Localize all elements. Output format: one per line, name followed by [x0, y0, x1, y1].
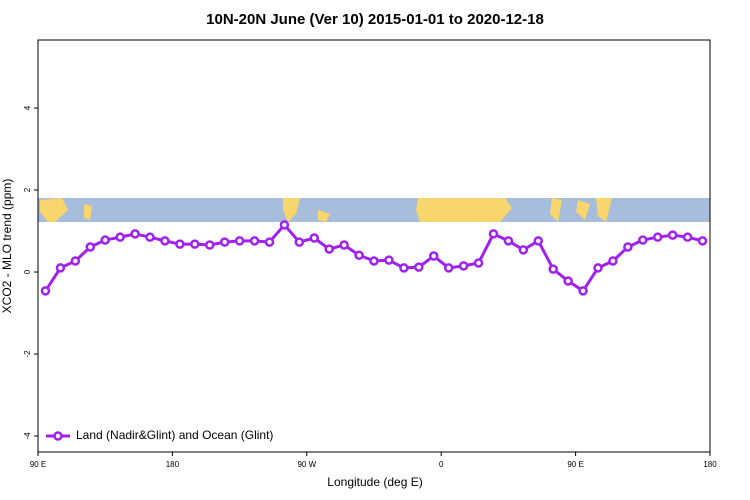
x-tick-label: 180 [166, 460, 180, 469]
data-point [234, 236, 245, 246]
data-point [339, 240, 349, 250]
data-point [399, 263, 409, 273]
data-point [219, 237, 230, 247]
data-point [578, 286, 588, 296]
data-point [55, 263, 66, 273]
data-point [458, 261, 469, 271]
data-point [682, 232, 693, 242]
data-point [354, 250, 364, 260]
legend-marker [53, 431, 63, 441]
data-point [190, 239, 200, 249]
data-point [175, 239, 185, 249]
data-point [85, 242, 96, 252]
y-tick-label: -2 [23, 350, 32, 358]
y-tick-label: 2 [23, 187, 32, 192]
x-tick-label: 90 E [30, 460, 46, 469]
data-point [40, 286, 51, 296]
data-point [384, 255, 394, 265]
data-point [160, 236, 170, 246]
x-tick-label: 90 W [297, 460, 316, 469]
plot-frame [37, 39, 711, 453]
data-point [279, 220, 290, 230]
data-point [249, 236, 260, 246]
y-tick-label: 0 [23, 269, 32, 274]
data-point [294, 237, 305, 247]
data-point [608, 256, 618, 266]
x-axis-label: Longitude (deg E) [327, 475, 422, 489]
data-point [428, 251, 439, 261]
data-point [503, 236, 514, 246]
data-point [100, 235, 110, 245]
data-point [324, 244, 334, 254]
data-point [652, 232, 663, 242]
data-point [697, 236, 708, 246]
y-tick-label: 4 [23, 105, 32, 110]
data-point [443, 263, 454, 273]
data-point [369, 256, 379, 266]
data-point [593, 263, 603, 273]
y-axis-label: XCO2 - MLO trend (ppm) [0, 179, 14, 314]
data-point [667, 230, 678, 240]
data-point [488, 229, 499, 239]
data-point [518, 245, 529, 255]
data-point [115, 232, 125, 242]
chart-title: 10N-20N June (Ver 10) 2015-01-01 to 2020… [206, 11, 544, 28]
data-point [204, 240, 215, 250]
data-point [623, 242, 633, 252]
data-point [473, 258, 484, 268]
x-tick-label: 90 E [567, 460, 583, 469]
data-point [309, 233, 320, 243]
data-point [130, 229, 140, 239]
data-point [638, 235, 648, 245]
y-tick-label: -4 [23, 432, 32, 440]
data-point [548, 264, 558, 274]
x-tick-label: 0 [439, 460, 444, 469]
x-tick-label: 180 [703, 460, 717, 469]
data-point [145, 232, 155, 242]
map-strip [38, 198, 710, 222]
legend-label: Land (Nadir&Glint) and Ocean (Glint) [76, 428, 273, 442]
data-point [563, 276, 573, 286]
data-point [414, 262, 424, 272]
data-point [264, 237, 275, 247]
data-point [70, 256, 81, 266]
data-point [533, 236, 544, 246]
